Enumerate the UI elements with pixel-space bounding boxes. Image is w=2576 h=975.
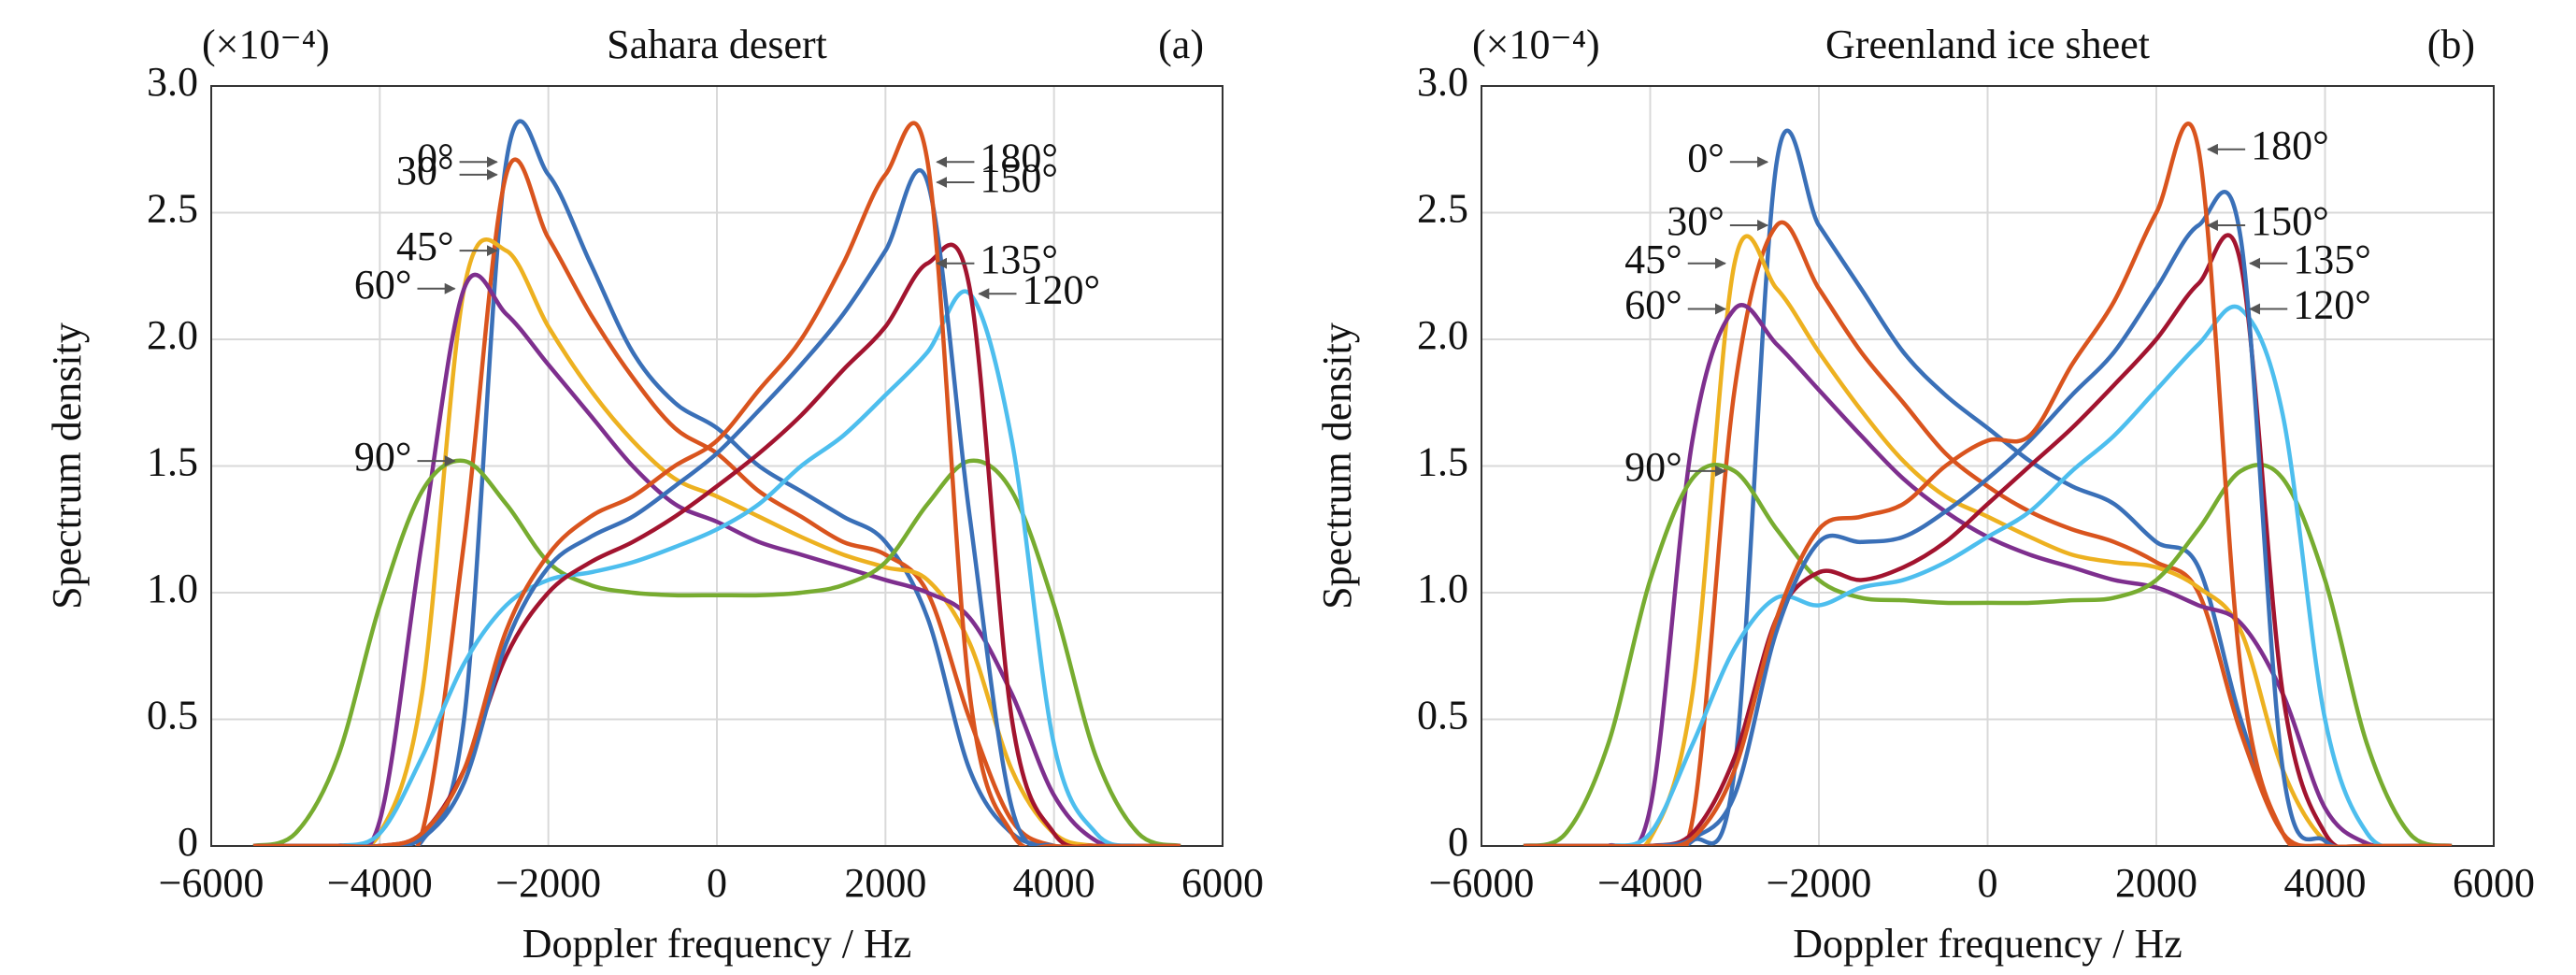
series-label: 135° xyxy=(2293,237,2371,282)
x-tick-label: 2000 xyxy=(2115,860,2197,906)
y-tick-label: 3.0 xyxy=(1417,59,1468,105)
x-tick-label: −4000 xyxy=(1597,860,1703,906)
y-axis-label: Spectrum density xyxy=(44,323,90,609)
y-scale-label: (×10⁻⁴) xyxy=(1472,22,1600,67)
panel: −6000 −4000 −2000 0 2000 4000 6000 0 0.5 1.0 1.5 2.… xyxy=(44,22,1264,967)
plot-frame xyxy=(210,85,1224,847)
y-tick-label: 3.0 xyxy=(147,59,198,105)
x-axis-label: Doppler frequency / Hz xyxy=(1793,921,2182,967)
y-tick-label: 2.0 xyxy=(147,312,198,358)
y-tick-label: 0.5 xyxy=(1417,693,1468,738)
series-line xyxy=(253,121,1181,846)
series-label: 60° xyxy=(354,262,412,308)
y-tick-label: 2.0 xyxy=(1417,312,1468,358)
x-tick-label: −4000 xyxy=(327,860,433,906)
panel-label: (a) xyxy=(1158,22,1204,67)
x-tick-label: −2000 xyxy=(495,860,601,906)
series-line xyxy=(1524,304,2452,846)
series-label: 180° xyxy=(980,135,1058,180)
panel-label: (b) xyxy=(2427,22,2475,67)
x-tick-label: 0 xyxy=(707,860,727,906)
curves xyxy=(252,119,1181,846)
series-label: 45° xyxy=(396,223,454,269)
x-axis-label: Doppler frequency / Hz xyxy=(522,921,912,967)
x-tick-label: 0 xyxy=(1978,860,1998,906)
series-label: 30° xyxy=(396,148,454,194)
series-label: 30° xyxy=(1667,198,1724,244)
series-line xyxy=(253,168,1181,846)
series-label: 0° xyxy=(417,135,454,180)
series-line xyxy=(253,272,1181,846)
series-line xyxy=(252,458,1181,846)
series-line xyxy=(1523,463,2453,846)
x-tick-label: 4000 xyxy=(2284,860,2367,906)
series-label: 0° xyxy=(1687,135,1724,180)
series-label: 135° xyxy=(980,237,1058,282)
x-tick-label: 6000 xyxy=(2453,860,2535,906)
chart-title: Sahara desert xyxy=(607,22,827,67)
y-tick-label: 1.0 xyxy=(1417,566,1468,611)
x-tick-label: 4000 xyxy=(1013,860,1095,906)
y-tick-label: 1.5 xyxy=(1417,439,1468,485)
y-tick-label: 0.5 xyxy=(147,693,198,738)
series-label: 45° xyxy=(1624,237,1682,282)
y-scale-label: (×10⁻⁴) xyxy=(202,22,330,67)
panel: −6000 −4000 −2000 0 2000 4000 6000 0 0.5 1.0 1.5 2.… xyxy=(1314,22,2535,967)
series-label: 150° xyxy=(2251,198,2329,244)
plot-frame xyxy=(1481,85,2495,847)
series-label: 90° xyxy=(1624,444,1682,490)
x-tick-label: −2000 xyxy=(1767,860,1872,906)
series-line xyxy=(253,289,1181,846)
x-tick-label: 2000 xyxy=(844,860,926,906)
x-tick-label: 6000 xyxy=(1181,860,1264,906)
series-label: 90° xyxy=(354,434,412,480)
series-line xyxy=(1524,121,2452,846)
series-label: 60° xyxy=(1624,282,1682,328)
y-axis-label: Spectrum density xyxy=(1314,323,1360,609)
y-tick-label: 0 xyxy=(178,819,198,865)
y-tick-label: 0 xyxy=(1448,819,1468,865)
series-line xyxy=(1524,190,2452,846)
x-tick-label: −6000 xyxy=(159,860,265,906)
series-label: 120° xyxy=(1023,266,1101,312)
series-label: 150° xyxy=(980,155,1058,201)
series-label: 180° xyxy=(2251,122,2329,168)
x-tick-label: −6000 xyxy=(1429,860,1535,906)
curves xyxy=(1523,121,2453,846)
y-tick-label: 2.5 xyxy=(147,186,198,232)
series-line xyxy=(253,237,1181,846)
series-label: 120° xyxy=(2293,282,2371,328)
y-tick-label: 1.5 xyxy=(147,439,198,485)
series-line xyxy=(1524,233,2452,846)
y-tick-label: 1.0 xyxy=(147,566,198,611)
y-tick-label: 2.5 xyxy=(1417,186,1468,232)
chart-title: Greenland ice sheet xyxy=(1825,22,2150,67)
